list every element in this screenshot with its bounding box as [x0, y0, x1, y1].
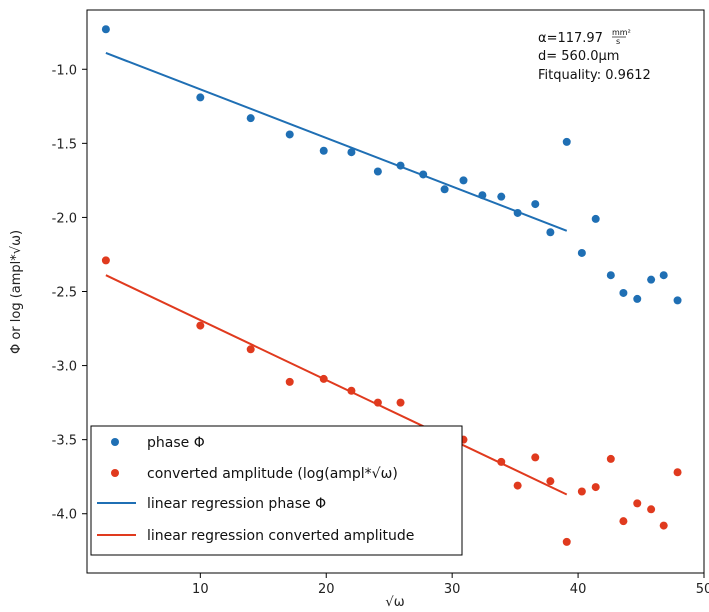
amplitude-point [497, 457, 506, 466]
amplitude-point [513, 481, 522, 490]
amplitude-point [673, 468, 682, 477]
phase-point [606, 271, 615, 280]
fitquality-annotation: Fitquality: 0.9612 [538, 68, 651, 83]
legend-marker-amplitude [111, 469, 119, 477]
phase-point [577, 248, 586, 257]
amplitude-point [659, 521, 668, 530]
y-tick-label: -1.0 [52, 63, 77, 78]
d-annotation: d= 560.0µm [538, 49, 619, 64]
phase-point [396, 161, 405, 170]
y-tick-label: -1.5 [52, 137, 77, 152]
legend-label-phase: phase Φ [147, 435, 205, 451]
phase-point [591, 214, 600, 223]
amplitude-point [347, 386, 356, 395]
phase-point [546, 228, 555, 237]
y-tick-label: -4.0 [52, 508, 77, 523]
phase-point [459, 176, 468, 185]
y-tick-label: -2.5 [52, 286, 77, 301]
amplitude-regression-line [105, 274, 568, 496]
phase-point [319, 146, 328, 155]
y-tick-label: -3.5 [52, 434, 77, 449]
phase-point [478, 191, 487, 200]
phase-point [440, 185, 449, 194]
legend-box [90, 425, 463, 556]
amplitude-point [546, 477, 555, 486]
regression-lines [105, 52, 568, 496]
amplitude-point [562, 537, 571, 546]
amplitude-point [591, 483, 600, 492]
phase-point [101, 25, 110, 34]
alpha-unit-numerator: mm² [612, 28, 631, 37]
scatter-points [101, 25, 682, 546]
alpha-annotation: α=117.97 [538, 31, 603, 46]
amplitude-point [633, 499, 642, 508]
y-axis-ticks: -1.0 -1.5 -2.0 -2.5 -3.0 -3.5 -4.0 [52, 63, 87, 523]
phase-point [531, 200, 540, 209]
fit-annotation: α=117.97 mm² s d= 560.0µm Fitquality: 0.… [538, 28, 651, 83]
amplitude-point [373, 398, 382, 407]
amplitude-point [196, 321, 205, 330]
y-tick-label: -3.0 [52, 360, 77, 375]
phase-point [373, 167, 382, 176]
phase-point [285, 130, 294, 139]
phase-point [246, 114, 255, 123]
phase-point [513, 208, 522, 217]
amplitude-point [619, 517, 628, 526]
phase-point [497, 192, 506, 201]
legend-label-phase-regression: linear regression phase Φ [147, 496, 326, 512]
amplitude-point [396, 398, 405, 407]
x-axis-title: √ω [385, 595, 404, 610]
phase-point [673, 296, 682, 305]
y-tick-label: -2.0 [52, 211, 77, 226]
phase-point [633, 294, 642, 303]
x-tick-label: 20 [318, 582, 335, 597]
legend-label-amplitude: converted amplitude (log(ampl*√ω) [147, 466, 398, 482]
phase-point [619, 288, 628, 297]
amplitude-point [319, 374, 328, 383]
x-tick-label: 30 [444, 582, 461, 597]
amplitude-point [531, 453, 540, 462]
phase-point [419, 170, 428, 179]
amplitude-point [606, 454, 615, 463]
phase-regression-line [105, 52, 568, 232]
amplitude-point [647, 505, 656, 514]
amplitude-point [577, 487, 586, 496]
x-tick-label: 50 [696, 582, 709, 597]
phase-point [347, 148, 356, 157]
x-tick-label: 40 [570, 582, 587, 597]
x-tick-label: 10 [192, 582, 209, 597]
alpha-unit-denominator: s [616, 37, 620, 46]
amplitude-point [246, 345, 255, 354]
phase-point [647, 275, 656, 284]
amplitude-point [285, 377, 294, 386]
legend: phase Φ converted amplitude (log(ampl*√ω… [90, 425, 463, 556]
phase-point [562, 137, 571, 146]
legend-marker-phase [111, 438, 119, 446]
y-axis-title: Φ or log (ampl*√ω) [9, 230, 24, 354]
x-axis-ticks: 10 20 30 40 50 [192, 573, 709, 597]
legend-label-amplitude-regression: linear regression converted amplitude [147, 528, 414, 544]
phase-point [659, 271, 668, 280]
amplitude-point [101, 256, 110, 265]
phase-point [196, 93, 205, 102]
